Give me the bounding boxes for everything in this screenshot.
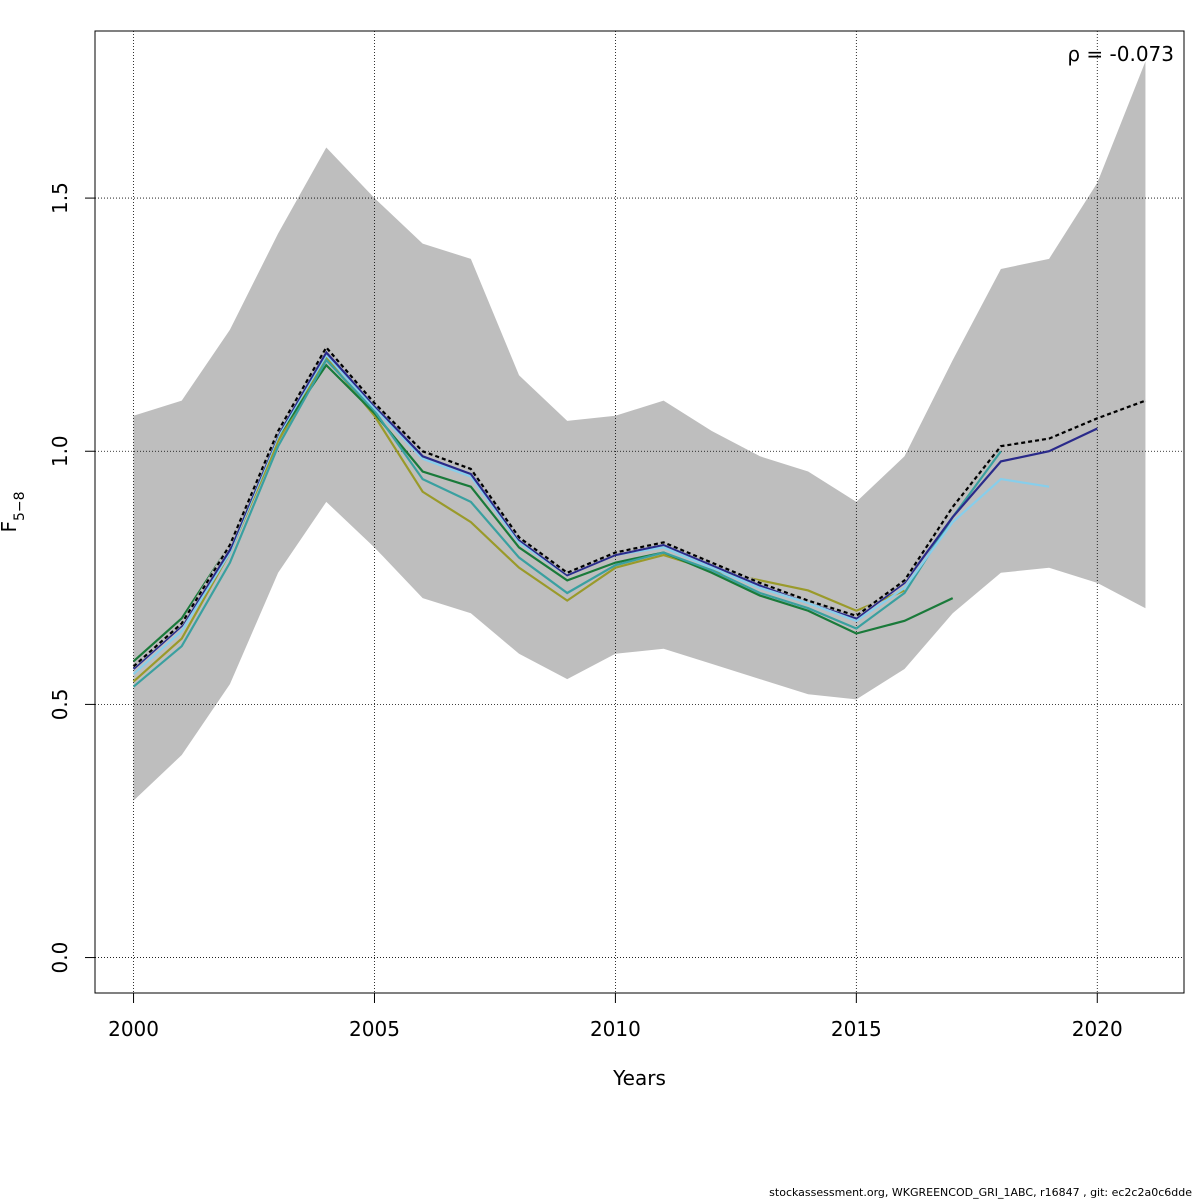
series-line-0 xyxy=(132,355,905,683)
series-line-4 xyxy=(132,350,1098,670)
x-tick-label: 2010 xyxy=(590,1017,641,1041)
series-line-5 xyxy=(132,345,1146,668)
y-tick-label: 0.5 xyxy=(48,688,72,720)
x-tick-label: 2005 xyxy=(349,1017,400,1041)
y-tick-label: 0.0 xyxy=(48,942,72,974)
x-axis-title: Years xyxy=(612,1066,666,1090)
x-tick-label: 2015 xyxy=(831,1017,882,1041)
y-axis-title: F5−8 xyxy=(0,491,28,532)
y-axis-title-subscript: 5−8 xyxy=(12,491,28,521)
x-tick-label: 2020 xyxy=(1072,1017,1123,1041)
y-axis-title-main: F xyxy=(0,521,21,533)
confidence-band xyxy=(133,61,1146,801)
y-tick-label: 1.5 xyxy=(48,182,72,214)
svg-text:F5−8: F5−8 xyxy=(0,491,28,532)
x-tick-label: 2000 xyxy=(108,1017,159,1041)
plot-frame xyxy=(94,30,1185,994)
y-tick-label: 1.0 xyxy=(48,435,72,467)
rho-annotation: ρ = -0.073 xyxy=(1067,42,1174,66)
series-line-2 xyxy=(132,358,1002,688)
footer-credit: stockassessment.org, WKGREENCOD_GRI_1ABC… xyxy=(769,1186,1192,1199)
